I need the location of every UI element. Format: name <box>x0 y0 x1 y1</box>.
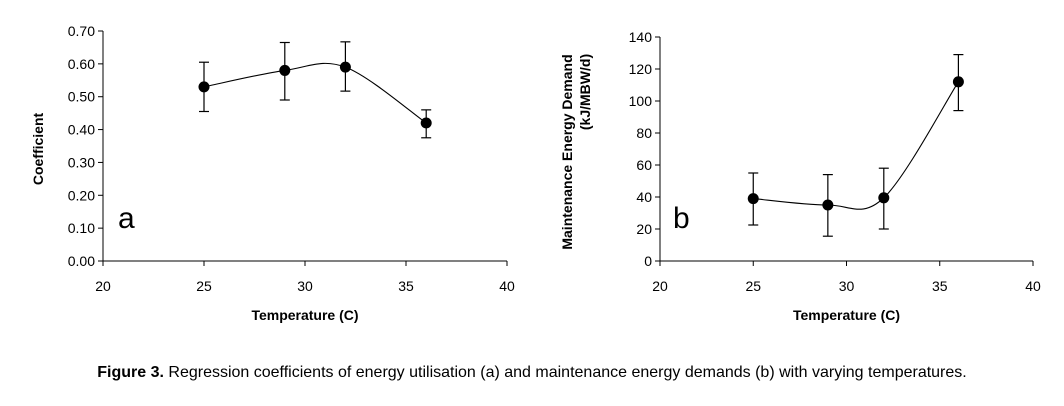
x-tick-label: 20 <box>95 278 111 294</box>
panel-label: a <box>118 202 135 235</box>
data-point <box>339 61 351 73</box>
caption-text: Regression coefficients of energy utilis… <box>163 364 967 381</box>
data-point <box>747 193 759 205</box>
data-point <box>279 64 291 76</box>
panel-label: b <box>673 202 690 235</box>
y-tick-label: 40 <box>636 189 652 205</box>
y-tick-label: 80 <box>636 125 652 141</box>
x-tick-label: 40 <box>499 278 515 294</box>
y-axis-title-units: (kJ/MBW/d) <box>577 54 593 130</box>
x-tick-label: 25 <box>745 278 761 294</box>
x-tick-label: 20 <box>652 278 668 294</box>
x-axis-title: Temperature (C) <box>251 307 358 323</box>
y-tick-label: 0.30 <box>68 154 95 170</box>
y-tick-label: 0.10 <box>68 220 95 236</box>
y-tick-label: 140 <box>629 29 653 45</box>
caption-label: Figure 3. <box>97 364 164 381</box>
y-tick-label: 0.20 <box>68 187 95 203</box>
data-point <box>822 199 834 211</box>
y-tick-label: 60 <box>636 157 652 173</box>
y-tick-label: 0.40 <box>68 122 95 138</box>
y-axis-title: Maintenance Energy Demand <box>559 54 575 249</box>
x-tick-label: 40 <box>1025 278 1041 294</box>
data-point <box>420 117 432 129</box>
y-tick-label: 20 <box>636 221 652 237</box>
data-point <box>878 192 890 204</box>
y-tick-label: 0.00 <box>68 253 95 269</box>
y-tick-label: 0.70 <box>68 23 95 39</box>
data-point <box>198 81 210 93</box>
x-tick-label: 35 <box>398 278 414 294</box>
y-tick-label: 120 <box>629 61 653 77</box>
trend-line <box>203 62 427 124</box>
trend-line <box>753 81 959 210</box>
x-tick-label: 30 <box>839 278 855 294</box>
data-point <box>952 76 964 88</box>
x-tick-label: 25 <box>196 278 212 294</box>
chart-panel-a: 0.00 0.10 0.20 0.30 0.40 0.50 0.60 0.70 20 25 30 35… <box>30 23 515 323</box>
y-tick-label: 0 <box>644 253 652 269</box>
y-axis-title: Coefficient <box>30 112 46 185</box>
figure-caption: Figure 3. Regression coefficients of ene… <box>0 364 1064 382</box>
x-tick-label: 35 <box>932 278 948 294</box>
x-axis-title: Temperature (C) <box>793 307 900 323</box>
y-tick-label: 0.50 <box>68 89 95 105</box>
y-tick-label: 100 <box>629 93 653 109</box>
y-tick-label: 0.60 <box>68 56 95 72</box>
x-tick-label: 30 <box>297 278 313 294</box>
